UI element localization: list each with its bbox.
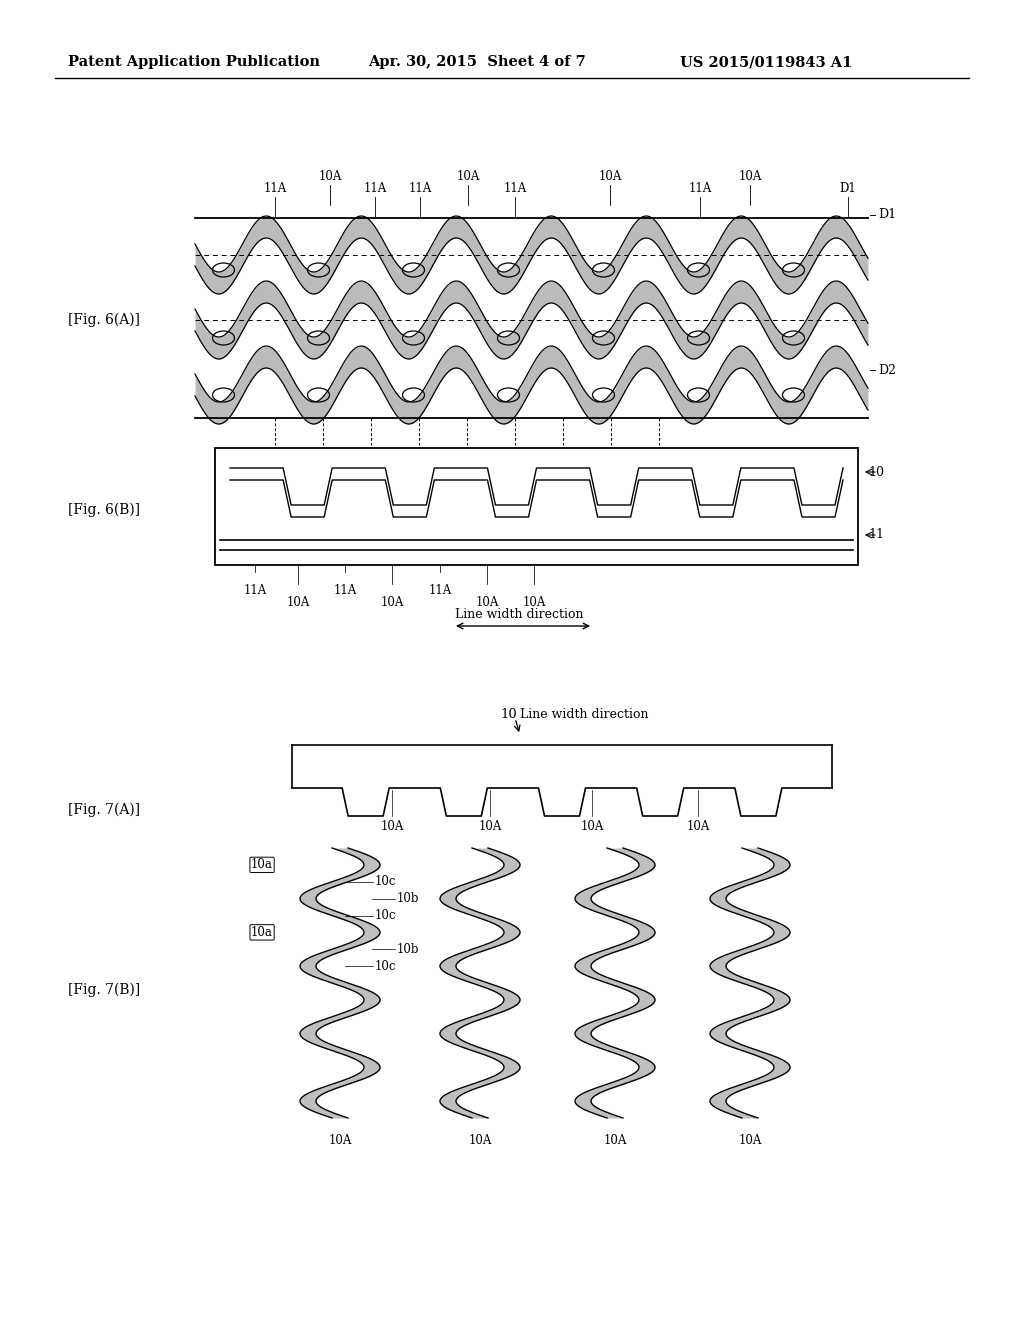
Text: US 2015/0119843 A1: US 2015/0119843 A1 <box>680 55 852 69</box>
Text: 10a: 10a <box>251 858 273 871</box>
Text: 11A: 11A <box>428 583 452 597</box>
Text: 10: 10 <box>868 466 884 479</box>
Text: Patent Application Publication: Patent Application Publication <box>68 55 319 69</box>
Text: D1: D1 <box>840 182 856 195</box>
Text: 10A: 10A <box>738 170 762 183</box>
Text: 10A: 10A <box>287 597 309 609</box>
Text: 10A: 10A <box>738 1134 762 1147</box>
Text: 11A: 11A <box>263 182 287 195</box>
Text: Line width direction: Line width direction <box>455 609 584 620</box>
Text: 10c: 10c <box>375 875 396 888</box>
Text: 11A: 11A <box>504 182 526 195</box>
Text: 10A: 10A <box>603 1134 627 1147</box>
Text: 10A: 10A <box>475 597 499 609</box>
Text: 10c: 10c <box>375 960 396 973</box>
Text: 10A: 10A <box>686 820 710 833</box>
Text: 10A: 10A <box>598 170 622 183</box>
Text: 10A: 10A <box>522 597 546 609</box>
Text: [Fig. 6(A)]: [Fig. 6(A)] <box>68 313 140 327</box>
Text: D2: D2 <box>878 363 896 376</box>
Bar <box>215 447 858 565</box>
Text: 10A: 10A <box>457 170 479 183</box>
Text: 10b: 10b <box>397 942 420 956</box>
Text: [Fig. 6(B)]: [Fig. 6(B)] <box>68 503 140 517</box>
Text: 10A: 10A <box>380 820 403 833</box>
Text: 11A: 11A <box>334 583 356 597</box>
Text: Line width direction: Line width direction <box>520 709 648 722</box>
Text: D1: D1 <box>878 209 896 222</box>
Text: 10A: 10A <box>468 1134 492 1147</box>
Text: 10c: 10c <box>375 909 396 921</box>
Text: 10A: 10A <box>478 820 502 833</box>
Text: 11A: 11A <box>364 182 387 195</box>
Text: 11: 11 <box>868 528 884 541</box>
Text: 10a: 10a <box>251 925 273 939</box>
Text: 10A: 10A <box>581 820 604 833</box>
Text: 11A: 11A <box>409 182 432 195</box>
Text: 11A: 11A <box>244 583 266 597</box>
Text: 11A: 11A <box>688 182 712 195</box>
Text: 10: 10 <box>500 709 517 722</box>
Text: 10b: 10b <box>397 892 420 906</box>
Text: 10A: 10A <box>318 170 342 183</box>
Text: Apr. 30, 2015  Sheet 4 of 7: Apr. 30, 2015 Sheet 4 of 7 <box>368 55 586 69</box>
Text: 10A: 10A <box>380 597 403 609</box>
Text: [Fig. 7(B)]: [Fig. 7(B)] <box>68 983 140 997</box>
Text: 10A: 10A <box>329 1134 351 1147</box>
Text: [Fig. 7(A)]: [Fig. 7(A)] <box>68 803 140 817</box>
